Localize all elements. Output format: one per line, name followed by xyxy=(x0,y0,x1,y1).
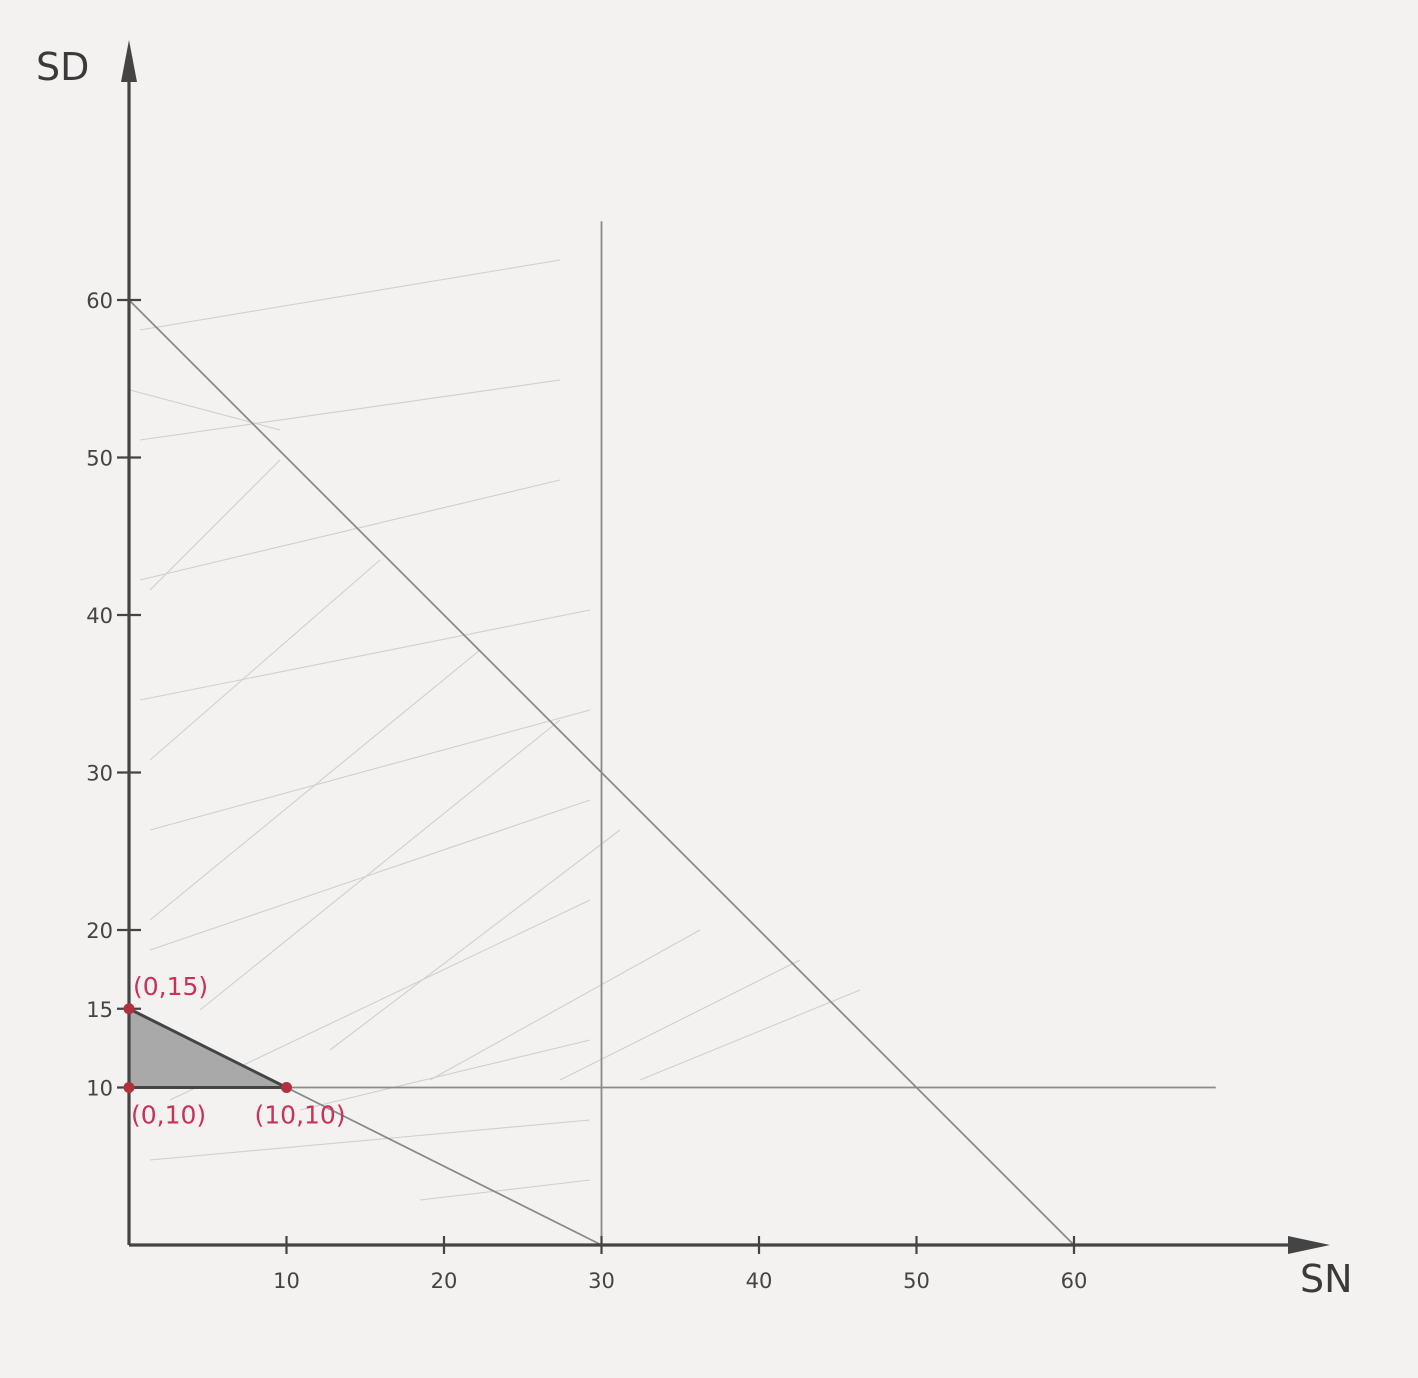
hatch-line xyxy=(139,479,561,581)
y-tick-label: 60 xyxy=(86,289,113,313)
x-tick-label: 60 xyxy=(1061,1269,1088,1293)
hatch-line xyxy=(129,389,281,431)
hatch-line xyxy=(329,829,621,1051)
point-label: (0,10) xyxy=(131,1101,206,1130)
x-axis-arrow-icon xyxy=(1288,1236,1330,1254)
hatch-line xyxy=(149,459,281,591)
x-tick-label: 10 xyxy=(273,1269,300,1293)
constraint-lines xyxy=(128,221,1216,1246)
y-tick-label: 50 xyxy=(86,447,113,471)
x-tick-label: 30 xyxy=(588,1269,615,1293)
hatch-line xyxy=(149,709,591,831)
x-axis-title: SN xyxy=(1300,1257,1353,1301)
hatch-line xyxy=(299,1039,591,1111)
y-tick-label: 15 xyxy=(86,998,113,1022)
y-axis-arrow-icon xyxy=(121,40,137,82)
hatch-line xyxy=(149,1119,591,1161)
hatch-line xyxy=(559,959,801,1081)
hatch-line xyxy=(639,989,861,1081)
hatching xyxy=(129,259,861,1201)
axis-ticks: 10 20 30 40 50 60 10 15 20 30 40 50 60 xyxy=(86,289,1087,1293)
point-label: (0,15) xyxy=(133,972,208,1001)
hatch-line xyxy=(149,649,481,921)
y-tick-label: 10 xyxy=(86,1077,113,1101)
hatch-line xyxy=(419,1179,591,1201)
hatch-line xyxy=(139,379,561,441)
x-tick-label: 50 xyxy=(903,1269,930,1293)
y-tick-label: 40 xyxy=(86,604,113,628)
y-tick-label: 30 xyxy=(86,762,113,786)
y-axis-title: SD xyxy=(36,45,89,89)
data-point xyxy=(281,1082,292,1093)
hatch-line xyxy=(199,719,561,1011)
hatch-line xyxy=(429,929,701,1081)
x-tick-label: 40 xyxy=(746,1269,773,1293)
data-point xyxy=(123,1003,135,1015)
x-tick-label: 20 xyxy=(431,1269,458,1293)
point-label: (10,10) xyxy=(255,1101,346,1130)
labeled-points: (0,15) (0,10) (10,10) xyxy=(123,972,346,1130)
hatch-line xyxy=(139,259,561,331)
y-tick-label: 20 xyxy=(86,919,113,943)
hatch-line xyxy=(149,559,381,761)
data-point xyxy=(123,1082,135,1093)
feasible-region xyxy=(127,1006,288,1089)
hatch-line xyxy=(149,799,591,951)
hatch-line xyxy=(139,609,591,701)
